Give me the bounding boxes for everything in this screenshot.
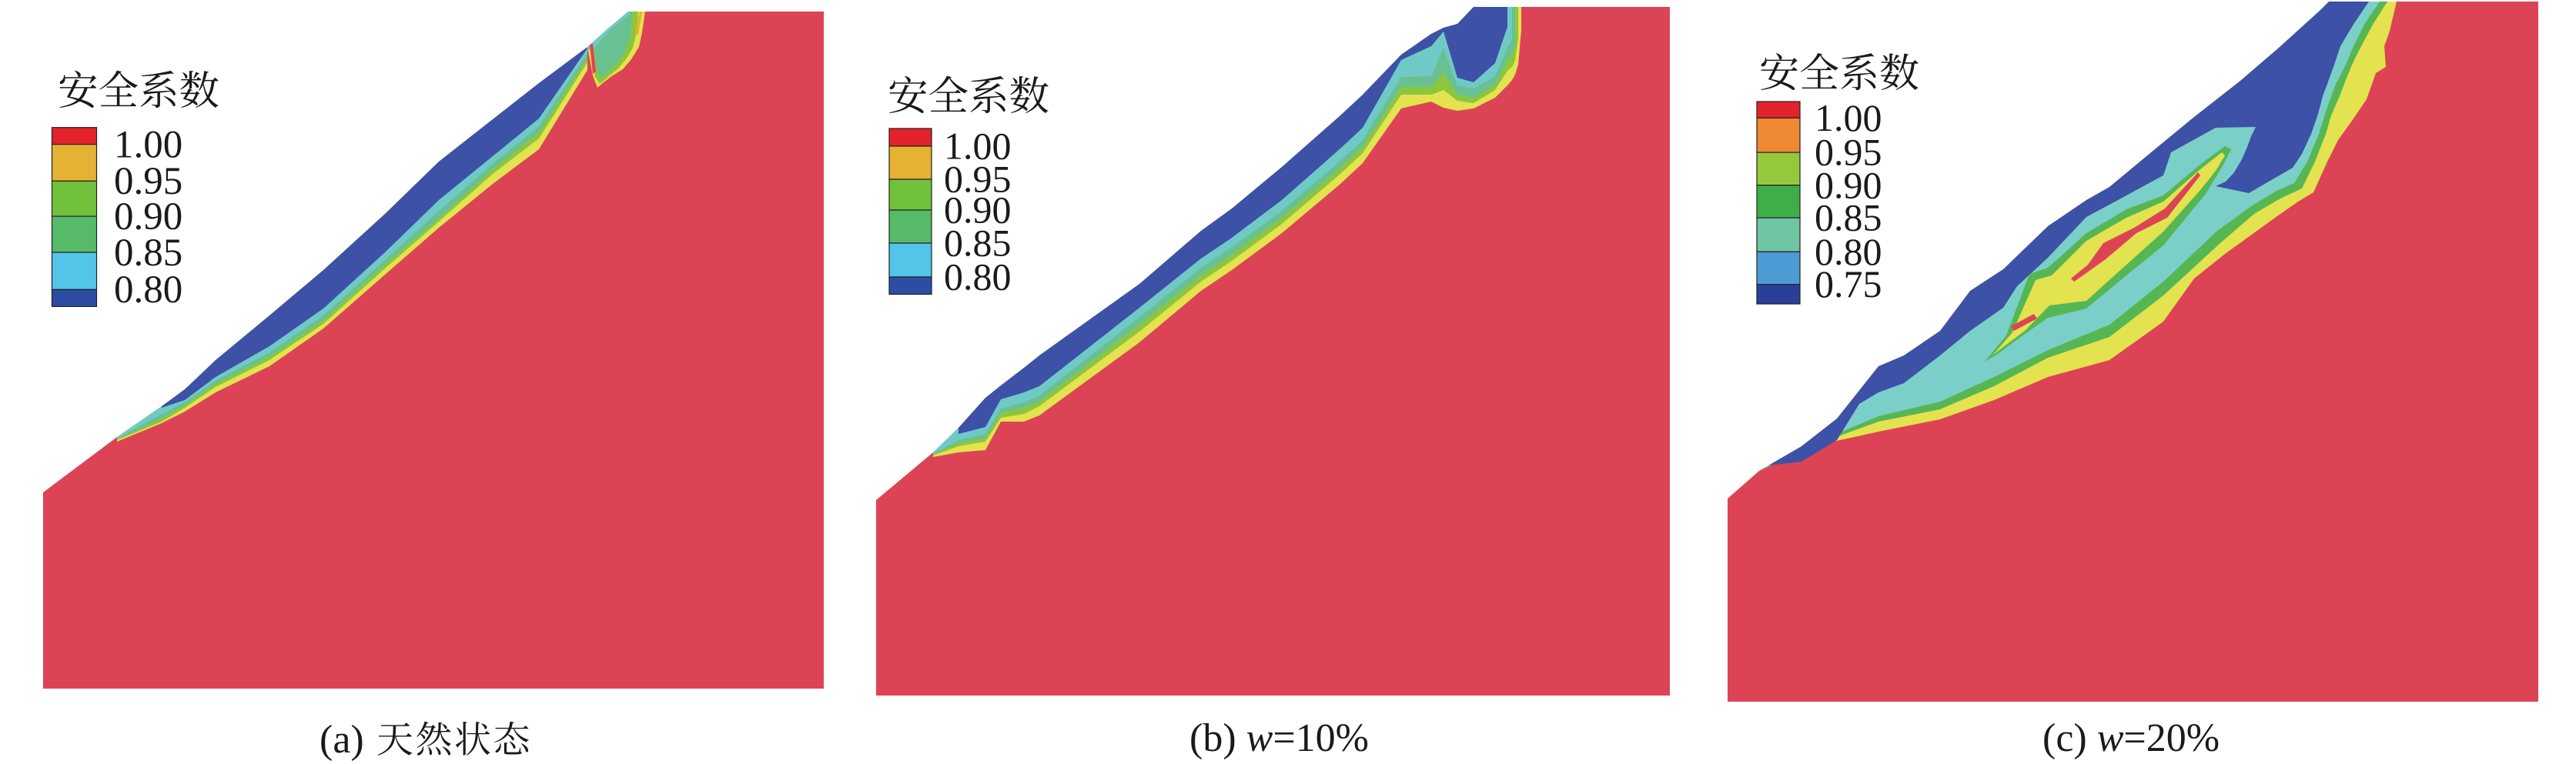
- svg-text:0.95: 0.95: [944, 158, 1012, 201]
- svg-text:(a): (a): [319, 718, 364, 762]
- svg-text:1.00: 1.00: [1815, 96, 1882, 139]
- svg-text:0.80: 0.80: [114, 269, 182, 312]
- svg-text:0.85: 0.85: [944, 222, 1012, 265]
- svg-text:0.75: 0.75: [1815, 262, 1882, 305]
- svg-text:0.85: 0.85: [114, 232, 182, 275]
- svg-text:1.00: 1.00: [114, 123, 182, 166]
- svg-text:(b) w=10%: (b) w=10%: [1189, 716, 1369, 760]
- svg-text:0.80: 0.80: [1815, 230, 1882, 273]
- svg-text:0.90: 0.90: [944, 188, 1012, 232]
- svg-text:0.90: 0.90: [1815, 163, 1882, 206]
- svg-text:1.00: 1.00: [944, 125, 1012, 168]
- svg-text:0.80: 0.80: [944, 255, 1012, 299]
- svg-text:0.90: 0.90: [114, 195, 182, 239]
- svg-text:0.95: 0.95: [1815, 131, 1882, 174]
- svg-text:(c) w=20%: (c) w=20%: [2042, 716, 2220, 760]
- svg-text:0.95: 0.95: [114, 160, 182, 203]
- svg-text:0.85: 0.85: [1815, 196, 1882, 239]
